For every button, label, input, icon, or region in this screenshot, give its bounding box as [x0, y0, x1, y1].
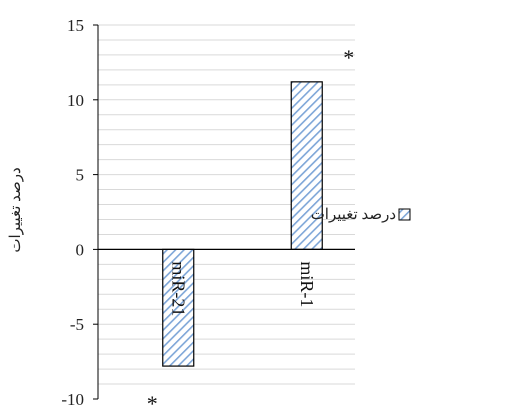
- significance-star: *: [147, 391, 158, 406]
- y-tick-label: -10: [61, 390, 84, 406]
- bar: [290, 81, 323, 251]
- category-label: miR-21: [168, 261, 188, 316]
- category-label: miR-1: [297, 261, 317, 307]
- significance-markers: **: [147, 45, 355, 406]
- y-axis-label: درصد تغییرات: [8, 167, 24, 252]
- significance-star: *: [343, 45, 354, 70]
- y-tick-label: 10: [67, 91, 84, 110]
- category-labels: miR-21 miR-1: [168, 261, 317, 316]
- bars: [162, 81, 323, 367]
- legend-label: درصد تغییرات: [311, 207, 396, 223]
- legend-swatch: [398, 208, 411, 221]
- legend: درصد تغییرات: [311, 207, 411, 223]
- y-tick-label: 5: [76, 166, 85, 185]
- y-axis: -10 -5 0 5 10 15: [61, 16, 99, 406]
- y-tick-label: 0: [76, 240, 85, 259]
- y-tick-label: -5: [70, 315, 84, 334]
- y-tick-label: 15: [67, 16, 84, 35]
